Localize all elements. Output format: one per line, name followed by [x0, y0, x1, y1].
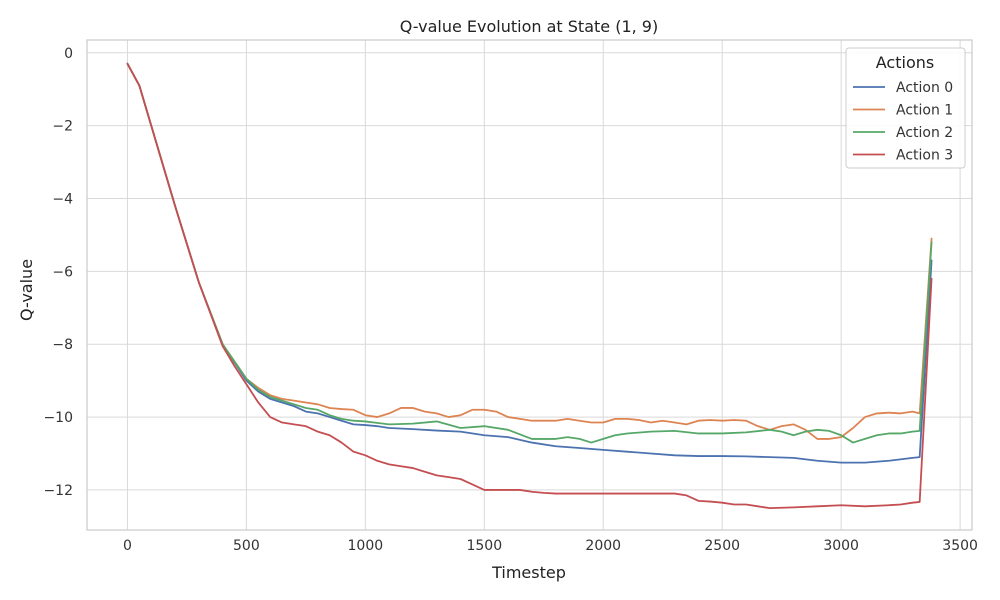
- legend-entries: Action 0 Action 1 Action 2 Action 3: [853, 80, 953, 164]
- x-tick-label: 3500: [942, 538, 978, 554]
- x-tick-label: 2500: [704, 538, 740, 554]
- legend-entry-label: Action 1: [896, 103, 953, 119]
- y-axis-label: Q-value: [17, 259, 36, 321]
- legend-entry-label: Action 0: [896, 80, 953, 96]
- x-tick-label: 1000: [348, 538, 384, 554]
- plot-frame: [86, 39, 973, 531]
- series-line-action-1: [126, 62, 933, 440]
- legend: Actions Action 0 Action 1 Action 2 Action 3: [845, 47, 966, 169]
- y-tick-label: −6: [52, 264, 73, 280]
- legend-box: [845, 47, 966, 169]
- x-tick-label: 2000: [585, 538, 621, 554]
- x-tick-label: 3000: [823, 538, 859, 554]
- y-tick-label: −4: [52, 191, 73, 207]
- legend-title: Actions: [876, 53, 934, 72]
- y-tick-label: −2: [52, 119, 73, 135]
- series-line-action-0: [126, 62, 933, 464]
- legend-entry-label: Action 2: [896, 125, 953, 141]
- y-tick-label: −10: [43, 410, 73, 426]
- legend-entry-label: Action 3: [896, 148, 953, 164]
- series-line-action-3: [126, 62, 933, 510]
- chart-title: Q-value Evolution at State (1, 9): [400, 17, 658, 36]
- x-tick-label: 500: [233, 538, 260, 554]
- y-tick-label: −12: [43, 483, 73, 499]
- x-tick-label: 0: [123, 538, 132, 554]
- y-axis-ticks: 0 −2 −4 −6 −8 −10 −12: [43, 46, 73, 499]
- x-axis-ticks: 0 500 1000 1500 2000 2500 3000 3500: [123, 538, 978, 554]
- x-axis-label: Timestep: [491, 563, 566, 582]
- series-layer: [126, 62, 933, 510]
- x-tick-label: 1500: [466, 538, 502, 554]
- series-line-action-2: [126, 62, 933, 444]
- y-tick-label: 0: [64, 46, 73, 62]
- y-tick-label: −8: [52, 337, 73, 353]
